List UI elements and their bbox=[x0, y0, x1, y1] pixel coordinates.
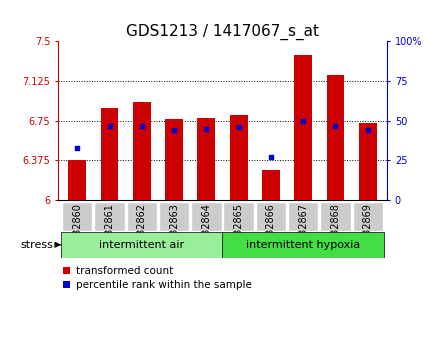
Text: GSM32860: GSM32860 bbox=[72, 203, 82, 256]
Bar bbox=[133, 102, 151, 200]
Text: GSM32862: GSM32862 bbox=[137, 203, 147, 256]
Bar bbox=[198, 118, 215, 200]
Text: GSM32861: GSM32861 bbox=[105, 203, 114, 256]
Bar bbox=[101, 108, 118, 200]
Bar bbox=[262, 170, 280, 200]
Bar bbox=[256, 202, 286, 231]
Text: stress: stress bbox=[20, 240, 53, 250]
Bar bbox=[191, 202, 222, 231]
Point bbox=[170, 128, 178, 133]
Bar bbox=[294, 55, 312, 200]
Text: GSM32868: GSM32868 bbox=[331, 203, 340, 256]
Text: GSM32866: GSM32866 bbox=[266, 203, 276, 256]
Bar bbox=[230, 116, 247, 200]
Point bbox=[138, 123, 146, 128]
Bar bbox=[359, 123, 376, 200]
Point bbox=[106, 123, 113, 128]
Point bbox=[235, 124, 242, 130]
Bar bbox=[94, 202, 125, 231]
Bar bbox=[327, 75, 344, 200]
Bar bbox=[223, 202, 254, 231]
Title: GDS1213 / 1417067_s_at: GDS1213 / 1417067_s_at bbox=[126, 24, 319, 40]
Bar bbox=[62, 202, 93, 231]
Legend: transformed count, percentile rank within the sample: transformed count, percentile rank withi… bbox=[63, 266, 251, 290]
Bar bbox=[352, 202, 383, 231]
Text: GSM32869: GSM32869 bbox=[363, 203, 373, 256]
Bar bbox=[127, 202, 157, 231]
Text: GSM32867: GSM32867 bbox=[298, 203, 308, 256]
Point bbox=[332, 123, 339, 128]
Point bbox=[74, 145, 81, 150]
Text: GSM32863: GSM32863 bbox=[169, 203, 179, 256]
Bar bbox=[159, 202, 189, 231]
Text: intermittent hypoxia: intermittent hypoxia bbox=[246, 240, 360, 250]
Bar bbox=[165, 119, 183, 200]
Bar bbox=[288, 202, 318, 231]
Text: intermittent air: intermittent air bbox=[99, 240, 184, 250]
Text: GSM32864: GSM32864 bbox=[201, 203, 211, 256]
Point bbox=[299, 118, 307, 124]
Text: GSM32865: GSM32865 bbox=[234, 203, 244, 256]
Point bbox=[267, 155, 275, 160]
Point bbox=[364, 128, 371, 133]
Bar bbox=[69, 160, 86, 200]
Bar bbox=[222, 232, 384, 258]
Bar bbox=[320, 202, 351, 231]
Bar bbox=[61, 232, 222, 258]
Point bbox=[203, 126, 210, 131]
